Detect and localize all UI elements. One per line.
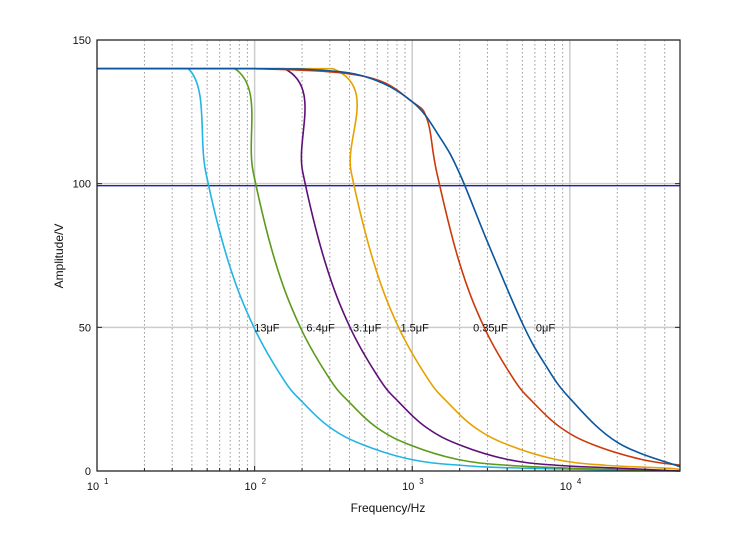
series-lines — [96, 67, 681, 472]
series-label: 0μF — [536, 322, 555, 334]
y-tick-label: 150 — [73, 35, 91, 47]
series-label: 6.4μF — [306, 322, 335, 334]
series-line-4 — [96, 67, 681, 467]
series-line-2 — [96, 67, 681, 472]
x-tick-label: 10 — [402, 481, 414, 493]
x-tick-label: 10 — [560, 481, 572, 493]
series-line-1 — [96, 67, 681, 472]
series-label: 0.35μF — [473, 322, 508, 334]
series-line-5 — [96, 67, 681, 468]
series-line-3 — [96, 67, 681, 471]
x-tick-exponent: 4 — [577, 477, 582, 486]
series-label: 3.1μF — [353, 322, 382, 334]
series-label: 1.5μF — [400, 322, 429, 334]
x-tick-exponent: 3 — [419, 477, 424, 486]
x-axis-label: Frequency/Hz — [351, 501, 426, 515]
x-tick-label: 10 — [244, 481, 256, 493]
y-tick-label: 100 — [73, 179, 91, 191]
x-tick-exponent: 2 — [262, 477, 267, 486]
series-line-0 — [96, 67, 681, 472]
y-tick-label: 50 — [79, 322, 91, 334]
grid — [96, 39, 681, 472]
y-tick-label: 0 — [85, 466, 91, 478]
series-labels: 13μF 6.4μF 3.1μF 1.5μF 0.35μF 0μF — [254, 322, 555, 334]
x-tick-exponent: 1 — [104, 477, 109, 486]
series-label: 13μF — [254, 322, 280, 334]
axis-ticks: 0 50 100 150 10 1 10 2 10 3 10 4 — [73, 35, 681, 493]
x-tick-label: 10 — [87, 481, 99, 493]
y-axis-label: Amplitude/V — [52, 224, 66, 289]
plot-frame — [96, 39, 681, 472]
